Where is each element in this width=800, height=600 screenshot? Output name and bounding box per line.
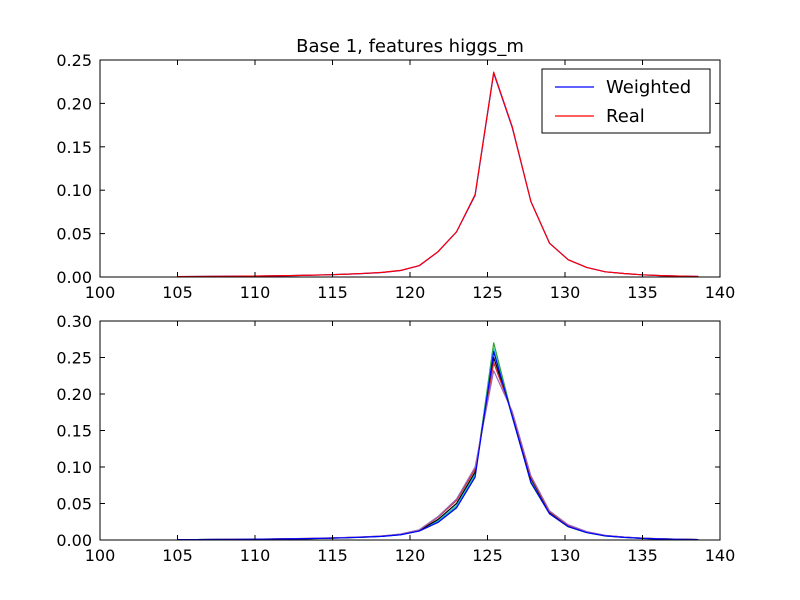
y-tick-label: 0.00: [56, 531, 92, 550]
series-line-1-5: [177, 351, 699, 541]
x-tick-label: 115: [317, 546, 348, 565]
y-tick-label: 0.10: [56, 181, 92, 200]
x-tick-label: 125: [472, 283, 503, 302]
x-tick-label: 130: [550, 283, 581, 302]
x-tick-label: 105: [162, 546, 193, 565]
y-tick-label: 0.15: [56, 422, 92, 441]
y-tick-label: 0.05: [56, 225, 92, 244]
bottom-subplot: 100 105 110 115 120 125 130 135 140 0.00 0.05 0.10 0…: [56, 312, 735, 565]
x-tick-label: 120: [395, 283, 426, 302]
legend-label-weighted: Weighted: [606, 77, 691, 98]
y-tick-label: 0.25: [56, 349, 92, 368]
x-tick-label: 110: [240, 283, 271, 302]
chart-title: Base 1, features higgs_m: [296, 36, 524, 57]
y-tick-label: 0.05: [56, 495, 92, 514]
x-tick-label: 125: [472, 546, 503, 565]
y-tick-label: 0.25: [56, 51, 92, 70]
x-tick-label: 100: [85, 283, 116, 302]
x-tick-label: 100: [85, 546, 116, 565]
top-subplot: 100 105 110 115 120 125 130 135 140 0.00 0.05 0.10 0…: [56, 51, 735, 302]
legend: Weighted Real: [541, 68, 711, 134]
y-tick-label: 0.20: [56, 94, 92, 113]
x-tick-label: 115: [317, 283, 348, 302]
y-tick-label: 0.10: [56, 458, 92, 477]
x-tick-label: 140: [705, 283, 736, 302]
y-tick-label: 0.15: [56, 138, 92, 157]
x-tick-label: 105: [162, 283, 193, 302]
legend-label-real: Real: [606, 106, 645, 127]
x-tick-label: 110: [240, 546, 271, 565]
y-tick-label: 0.00: [56, 268, 92, 287]
x-tick-label: 135: [627, 283, 658, 302]
y-tick-label: 0.30: [56, 312, 92, 331]
x-tick-label: 135: [627, 546, 658, 565]
series-line-0-1: [177, 71, 699, 278]
x-tick-label: 130: [550, 546, 581, 565]
x-tick-label: 140: [705, 546, 736, 565]
y-tick-label: 0.20: [56, 385, 92, 404]
legend-box: [541, 68, 711, 134]
x-tick-label: 120: [395, 546, 426, 565]
